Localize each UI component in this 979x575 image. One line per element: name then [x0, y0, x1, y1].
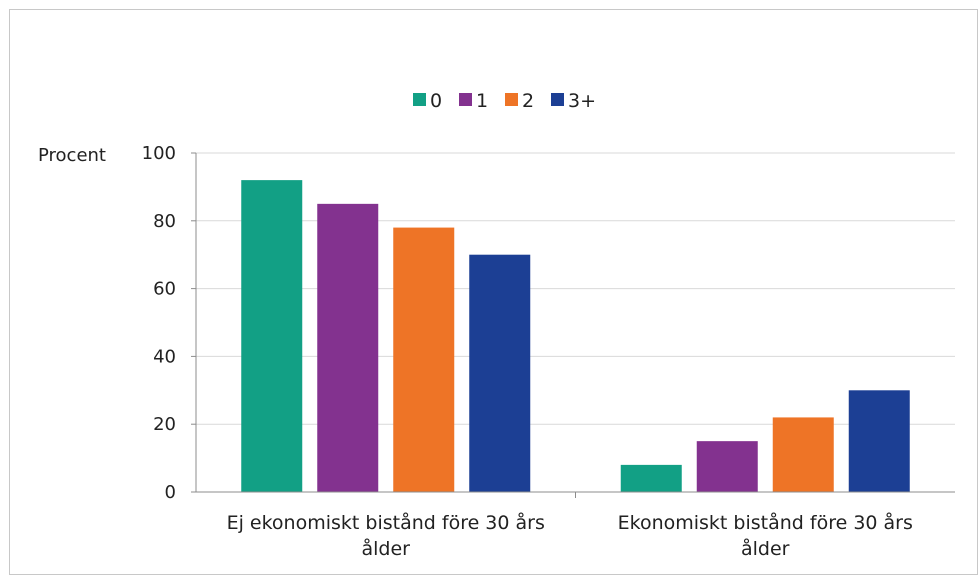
x-axis-categories: Ej ekonomiskt bistånd före 30 års ålder Ek… — [227, 511, 913, 560]
y-axis-ticks: 0 20 40 60 80 100 — [142, 143, 176, 503]
legend-label-0: 0 — [430, 90, 442, 112]
bar-2-1 — [772, 417, 834, 492]
bar-1-1 — [696, 441, 758, 492]
legend-label-3+: 3+ — [568, 90, 596, 112]
legend-label-2: 2 — [522, 90, 534, 112]
y-axis-label: Procent — [38, 145, 106, 166]
legend-swatch-2 — [505, 93, 518, 106]
bar-0-0 — [241, 180, 303, 492]
legend-label-1: 1 — [476, 90, 488, 112]
bars — [241, 180, 910, 492]
x-category-label: Ej ekonomiskt bistånd före 30 års — [227, 511, 545, 534]
legend-swatch-3+ — [551, 93, 564, 106]
axes — [191, 152, 955, 498]
legend-swatch-1 — [459, 93, 472, 106]
y-tick-label: 0 — [165, 482, 176, 503]
legend: 0 1 2 3+ — [413, 90, 596, 112]
y-tick-label: 40 — [153, 346, 176, 367]
x-category-label: ålder — [741, 537, 790, 560]
y-tick-label: 20 — [153, 414, 176, 435]
bar-3+-1 — [848, 390, 910, 492]
bar-1-0 — [317, 203, 379, 492]
y-tick-label: 100 — [142, 143, 176, 164]
y-tick-label: 60 — [153, 279, 176, 300]
gridlines — [196, 152, 955, 425]
bar-2-0 — [393, 227, 455, 492]
x-category-label: ålder — [362, 537, 411, 560]
x-category-label: Ekonomiskt bistånd före 30 års — [618, 511, 913, 534]
bar-0-1 — [620, 464, 682, 492]
legend-swatch-0 — [413, 93, 426, 106]
bar-3+-0 — [469, 254, 531, 492]
y-tick-label: 80 — [153, 211, 176, 232]
